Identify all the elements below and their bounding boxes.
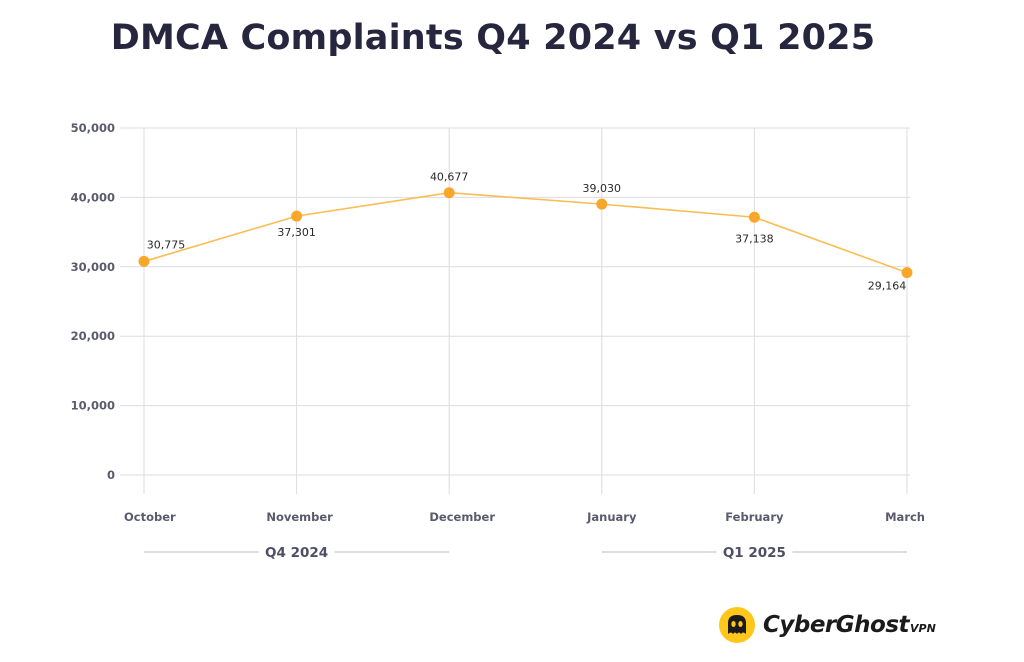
x-tick-label: February xyxy=(725,510,784,524)
group-label: Q1 2025 xyxy=(723,545,786,561)
data-point xyxy=(748,211,760,223)
data-point xyxy=(596,198,608,210)
x-tick-label: October xyxy=(124,510,176,524)
data-label: 30,775 xyxy=(147,238,186,251)
data-label: 39,030 xyxy=(583,182,622,195)
data-label: 37,301 xyxy=(277,226,316,239)
data-label: 37,138 xyxy=(735,232,774,245)
x-tick-label: November xyxy=(266,510,333,524)
brand-logo: CyberGhost VPN xyxy=(719,605,936,645)
brand-suffix: VPN xyxy=(910,622,936,635)
y-tick-label: 30,000 xyxy=(71,260,115,274)
y-tick-label: 10,000 xyxy=(71,399,115,413)
quarter-groups: Q4 2024 Q1 2025 xyxy=(144,545,907,561)
data-point xyxy=(901,267,913,279)
x-tick-label: March xyxy=(885,510,925,524)
series-line-layer xyxy=(143,191,908,274)
ghost-icon xyxy=(719,607,755,643)
data-label: 29,164 xyxy=(868,280,907,293)
y-tick-label: 40,000 xyxy=(71,190,115,204)
line-chart: 0 10,000 20,000 30,000 40,000 50,000 October N… xyxy=(71,121,925,561)
x-tick-label: December xyxy=(429,510,495,524)
brand-name: CyberGhost xyxy=(763,612,910,638)
y-tick-label: 50,000 xyxy=(71,121,115,135)
data-label: 40,677 xyxy=(430,171,469,184)
group-label: Q4 2024 xyxy=(265,545,328,561)
y-tick-label: 20,000 xyxy=(71,329,115,343)
data-point xyxy=(443,187,455,199)
y-axis-ticks: 0 10,000 20,000 30,000 40,000 50,000 xyxy=(71,121,115,482)
series-line xyxy=(143,191,908,274)
data-points xyxy=(138,187,913,279)
x-axis-ticks: October November December January February Ma… xyxy=(124,510,925,524)
y-tick-label: 0 xyxy=(107,468,115,482)
grid-layer xyxy=(120,127,910,494)
chart-title: DMCA Complaints Q4 2024 vs Q1 2025 xyxy=(110,18,876,58)
data-point xyxy=(291,210,303,222)
data-point xyxy=(138,255,150,267)
data-labels: 30,775 37,301 40,677 39,030 37,138 29,164 xyxy=(147,171,907,293)
x-tick-label: January xyxy=(586,510,637,524)
